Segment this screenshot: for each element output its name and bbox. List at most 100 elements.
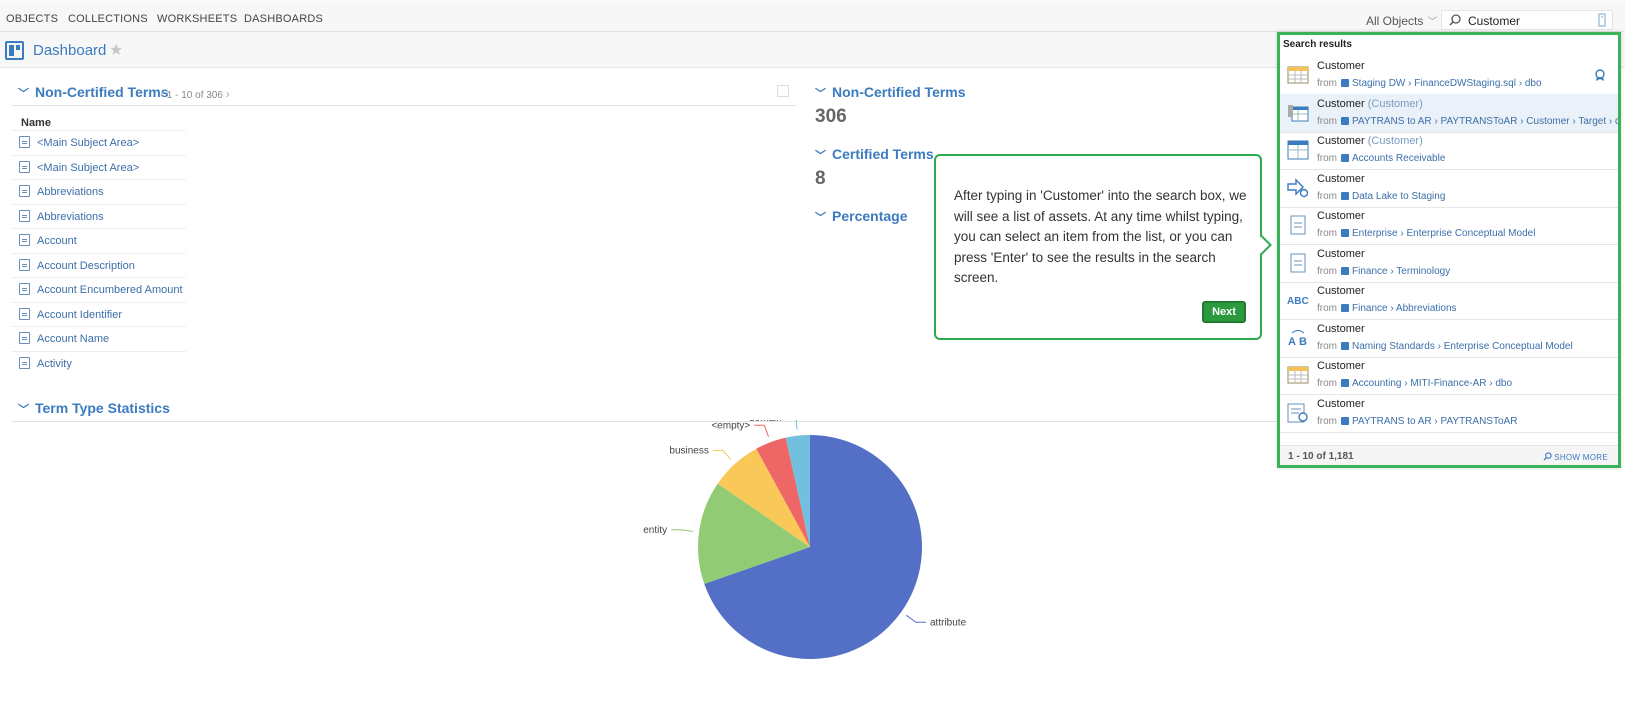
pie-slice-empty[interactable] (756, 437, 810, 547)
search-result-row[interactable]: ABC Customer from Finance › Abbreviations (1280, 281, 1618, 320)
divider (12, 421, 1278, 422)
scope-dropdown[interactable]: All Objects ﹀ (1366, 13, 1437, 28)
pie-label: <empty> (711, 420, 750, 431)
result-path: from PAYTRANS to AR › PAYTRANSToAR (1317, 416, 1517, 427)
noncert-stat-title: Non-Certified Terms (832, 84, 966, 100)
search-input[interactable]: Customer (1441, 10, 1613, 30)
term-icon (19, 283, 30, 295)
term-link[interactable]: Activity (37, 357, 72, 370)
pie-label: business (669, 446, 708, 457)
term-link[interactable]: Abbreviations (37, 210, 104, 223)
term-icon (1287, 215, 1309, 235)
list-item[interactable]: Account Encumbered Amount (12, 277, 186, 302)
source-icon (1341, 116, 1349, 125)
noncert-stat-header[interactable]: ﹀ Non-Certified Terms (815, 84, 966, 101)
nav-dashboards[interactable]: DASHBOARDS (244, 13, 324, 25)
cert-stat-title: Certified Terms (832, 146, 934, 162)
pie-label: entity (643, 525, 667, 536)
term-link[interactable]: <Main Subject Area> (37, 161, 140, 174)
cert-stat-header[interactable]: ﹀ Certified Terms (815, 146, 934, 163)
result-title: Customer (1317, 322, 1365, 335)
result-name: Customer (Customer) (1317, 98, 1423, 110)
nav-worksheets[interactable]: WORKSHEETS (157, 13, 238, 25)
pie-slice-entity[interactable] (698, 483, 810, 584)
open-external-icon[interactable] (777, 85, 789, 97)
result-path-text: Enterprise › Enterprise Conceptual Model (1352, 228, 1536, 239)
result-path-text: Finance › Abbreviations (1352, 303, 1457, 314)
search-result-row[interactable]: Customer from Finance › Terminology (1280, 244, 1618, 283)
prev-page-icon[interactable]: ‹ (160, 87, 164, 101)
search-result-row[interactable]: Customer (Customer) from PAYTRANS to AR › … (1280, 93, 1618, 133)
search-result-row[interactable]: Customer from Data Lake to Staging (1280, 169, 1618, 208)
search-result-row[interactable]: A B Customer from Naming Standards › Enterpr… (1280, 319, 1618, 358)
term-link[interactable]: Account (37, 235, 77, 247)
certified-icon (1594, 68, 1606, 81)
source-icon (1341, 229, 1349, 237)
term-list: <Main Subject Area> <Main Subject Area> … (12, 130, 186, 375)
show-more-label: SHOW MORE (1554, 453, 1608, 462)
pie-slice-attribute[interactable] (704, 435, 922, 659)
flow-icon (1287, 177, 1309, 198)
list-item[interactable]: <Main Subject Area> (12, 130, 186, 155)
list-item[interactable]: Abbreviations (12, 179, 186, 204)
result-path-text: Accounts Receivable (1352, 153, 1446, 164)
source-icon (1341, 266, 1349, 275)
pie-slice-domain[interactable] (785, 435, 810, 547)
entity-icon (1287, 140, 1309, 160)
search-result-row[interactable]: Customer from PAYTRANS to AR › PAYTRANSToA… (1280, 394, 1618, 433)
result-path: from Data Lake to Staging (1317, 191, 1445, 202)
chevron-down-icon: ﹀ (18, 404, 29, 416)
list-item[interactable]: Account Name (12, 326, 186, 351)
term-link[interactable]: Account Description (37, 259, 135, 272)
percentage-header[interactable]: ﹀ Percentage (815, 208, 907, 225)
noncert-list-header[interactable]: ﹀ Non-Certified Terms (18, 84, 169, 101)
pie-slice-business[interactable] (717, 448, 810, 547)
table-icon (1287, 65, 1309, 85)
result-path-text: Accounting › MITI-Finance-AR › dbo (1352, 378, 1513, 389)
term-link[interactable]: Abbreviations (37, 186, 104, 198)
search-result-row[interactable]: Customer from Accounting › MITI-Finance-AR… (1280, 356, 1618, 395)
term-link[interactable]: Account Name (37, 333, 110, 345)
next-page-icon[interactable]: › (225, 87, 230, 101)
pie-label-line (795, 420, 798, 430)
nav-objects[interactable]: OBJECTS (6, 13, 59, 25)
term-link[interactable]: Account Encumbered Amount (37, 284, 183, 296)
result-name: Customer (1317, 173, 1365, 185)
svg-text:B: B (1299, 336, 1307, 348)
list-item[interactable]: Activity (12, 350, 186, 376)
term-icon (19, 332, 30, 344)
term-icon (19, 185, 30, 197)
from-label: from (1317, 265, 1337, 277)
list-item[interactable]: Account Identifier (12, 301, 186, 327)
show-more-link[interactable]: SHOW MORE (1543, 452, 1608, 462)
search-value: Customer (1468, 14, 1521, 28)
search-result-row[interactable]: Customer from Staging DW › FinanceDWStagin… (1280, 56, 1618, 95)
nav-collections[interactable]: COLLECTIONS (68, 13, 148, 25)
list-item[interactable]: Account Description (12, 252, 186, 278)
result-path: from Finance › Abbreviations (1317, 303, 1457, 314)
result-path: from Naming Standards › Enterprise Concep… (1317, 341, 1573, 352)
term-link[interactable]: Account Identifier (37, 308, 122, 321)
search-result-row[interactable]: Customer (Customer) from Accounts Receivab… (1280, 131, 1618, 170)
result-path-text: Staging DW › FinanceDWStaging.sql › dbo (1352, 78, 1542, 89)
from-label: from (1317, 115, 1337, 127)
term-icon (19, 136, 30, 148)
term-link[interactable]: <Main Subject Area> (37, 137, 140, 149)
term-type-header[interactable]: ﹀ Term Type Statistics (18, 400, 170, 417)
top-navigation: OBJECTS COLLECTIONS WORKSHEETS DASHBOARD… (0, 4, 1625, 32)
clear-icon[interactable] (1598, 13, 1606, 27)
result-path: from Accounts Receivable (1317, 153, 1445, 164)
result-path: from Enterprise › Enterprise Conceptual M… (1317, 228, 1535, 239)
next-button[interactable]: Next (1202, 301, 1246, 323)
top-strip (0, 0, 1625, 4)
term-icon (19, 307, 30, 320)
star-icon[interactable]: ★ (109, 42, 124, 59)
table-mapping-icon (1287, 103, 1309, 123)
pie-label-line (671, 529, 694, 532)
list-item[interactable]: <Main Subject Area> (12, 154, 186, 180)
search-result-row[interactable]: Customer from Enterprise › Enterprise Conc… (1280, 206, 1618, 245)
list-item[interactable]: Abbreviations (12, 203, 186, 229)
list-item[interactable]: Account (12, 228, 186, 253)
from-label: from (1317, 378, 1337, 389)
result-name: Customer (Customer) (1317, 135, 1423, 147)
